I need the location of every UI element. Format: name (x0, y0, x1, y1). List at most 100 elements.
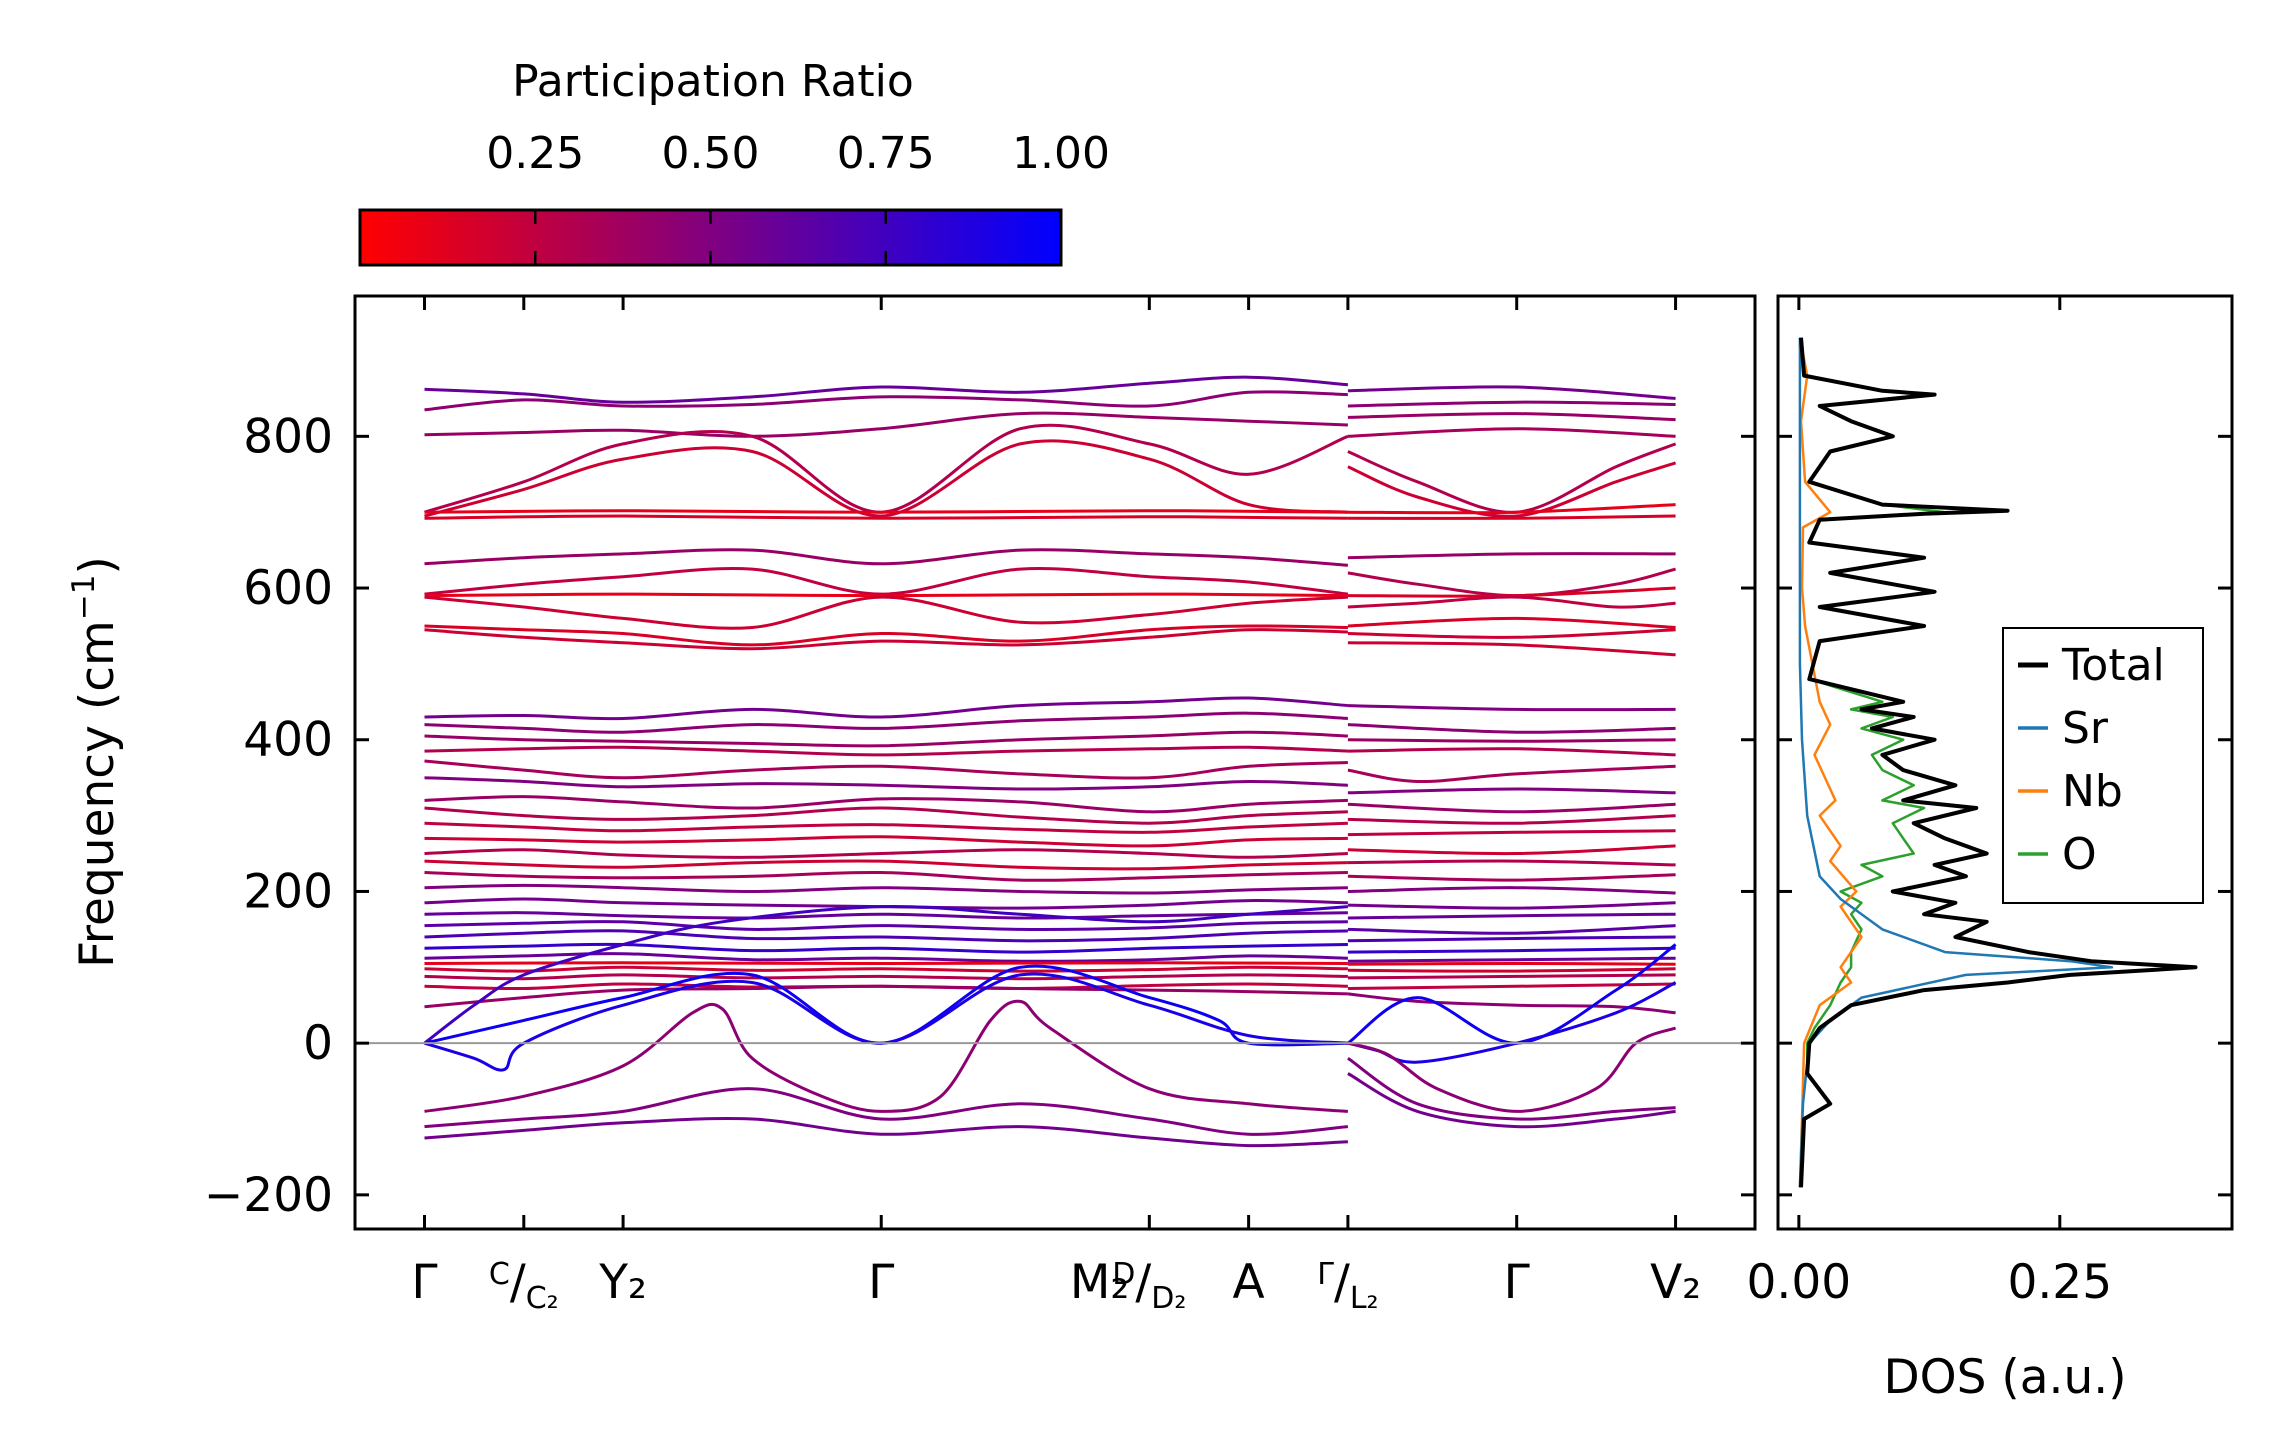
band-line (1347, 859, 1676, 867)
band-line (1347, 935, 1676, 943)
band-line (1347, 924, 1676, 935)
colorbar-tick-label: 0.75 (837, 128, 935, 179)
y-tick-label: 800 (243, 409, 333, 464)
colorbar-tick-label: 0.50 (662, 128, 760, 179)
band-line (424, 972, 1349, 1072)
band-line (424, 624, 1348, 647)
band-line (1347, 787, 1676, 795)
dos-series-nb (1798, 337, 1863, 1188)
band-line (424, 390, 1348, 412)
colorbar-ticks (534, 210, 1063, 265)
band-line (1347, 628, 1676, 639)
band-line (424, 999, 1349, 1113)
band-line (1347, 912, 1676, 920)
kpoint-label: C/C₂ (489, 1255, 559, 1316)
band-line (424, 1116, 1348, 1148)
kpoint-label: V₂ (1650, 1255, 1701, 1310)
band-line (424, 859, 1348, 871)
band-line (424, 628, 1348, 651)
kpoint-label: Γ/L₂ (1317, 1255, 1378, 1316)
band-line (1347, 1072, 1676, 1129)
band-line (1347, 514, 1676, 520)
y-axis-label: Frequency (cm−1) (66, 556, 125, 968)
band-line (424, 883, 1348, 895)
band-line (424, 973, 1348, 981)
band-line (1347, 704, 1676, 712)
band-line (424, 806, 1348, 825)
band-line (424, 509, 1348, 514)
band-line (1347, 981, 1677, 1064)
colorbar-tick-labels: 0.25 0.50 0.75 1.00 (486, 128, 1110, 179)
dos-x-axis-label: DOS (a.u.) (1883, 1350, 2126, 1405)
kpoint-label: Γ (411, 1255, 437, 1310)
y-axis-label-superscript: −1 (66, 574, 102, 620)
band-line (424, 423, 1349, 514)
kpoint-label-superscript: C (489, 1257, 510, 1292)
band-line (424, 776, 1348, 791)
band-line (1347, 844, 1676, 856)
band-line (424, 514, 1348, 520)
kpoint-label-subscript: L₂ (1350, 1281, 1379, 1316)
y-tick-label: 0 (303, 1016, 333, 1071)
band-line (424, 745, 1348, 757)
dos-series-total (1799, 337, 2198, 1188)
y-axis-label-tail: ) (70, 556, 125, 574)
band-line (1347, 982, 1676, 990)
band-line (1347, 1026, 1677, 1113)
band-line (424, 696, 1349, 721)
band-line (424, 942, 1348, 954)
band-line (1347, 616, 1676, 629)
band-line (1347, 461, 1677, 518)
band-line (1347, 412, 1676, 422)
band-line (1347, 802, 1676, 814)
dos-x-tick-labels: 0.00 0.25 (1747, 1255, 2113, 1310)
band-line (1347, 829, 1676, 837)
band-line (424, 870, 1348, 882)
band-line (1347, 873, 1676, 882)
colorbar-tick-label: 1.00 (1012, 128, 1110, 179)
y-tick-label: 400 (243, 713, 333, 768)
kpoint-label-superscript: Γ (1317, 1257, 1334, 1292)
y-tick-label: 200 (243, 864, 333, 919)
band-line (1347, 946, 1676, 954)
band-line (424, 439, 1349, 518)
band-line (1347, 901, 1676, 910)
band-line (424, 548, 1349, 567)
kpoint-label-slash: / (510, 1255, 526, 1310)
band-line (1347, 961, 1676, 966)
band-line (1347, 595, 1676, 609)
kpoint-label: A (1233, 1255, 1265, 1310)
band-lines (423, 375, 1677, 1148)
dos-x-tick-label: 0.00 (1747, 1255, 1852, 1310)
kpoint-label-superscript: D (1112, 1257, 1135, 1292)
kpoint-label-subscript: C₂ (526, 1281, 559, 1316)
y-tick-label: −200 (204, 1168, 333, 1223)
band-line (1347, 956, 1676, 963)
band-line (1347, 552, 1676, 560)
band-line (1347, 723, 1676, 734)
kpoint-label: Γ (868, 1255, 894, 1310)
band-line (1347, 641, 1676, 657)
band-line (424, 730, 1348, 748)
band-line (1347, 738, 1676, 743)
kpoint-label-subscript: D₂ (1151, 1281, 1186, 1316)
band-line (424, 595, 1348, 630)
band-line (424, 759, 1348, 780)
band-line (424, 711, 1348, 734)
colorbar-title: Participation Ratio (512, 56, 914, 107)
band-line (424, 965, 1348, 973)
band-line (1347, 747, 1676, 757)
legend-label-nb: Nb (2062, 766, 2123, 817)
band-axes-frame (353, 294, 1757, 1231)
kpoint-label: M₂ (1070, 1255, 1129, 1310)
legend-frame (2002, 627, 2204, 904)
dos-series-sr (1798, 337, 2114, 1188)
band-line (1347, 385, 1676, 400)
band-line (1347, 586, 1676, 598)
band-line (1347, 400, 1676, 408)
band-line (424, 1087, 1349, 1136)
kpoint-label: Γ (1504, 1255, 1530, 1310)
band-line (1347, 427, 1676, 438)
